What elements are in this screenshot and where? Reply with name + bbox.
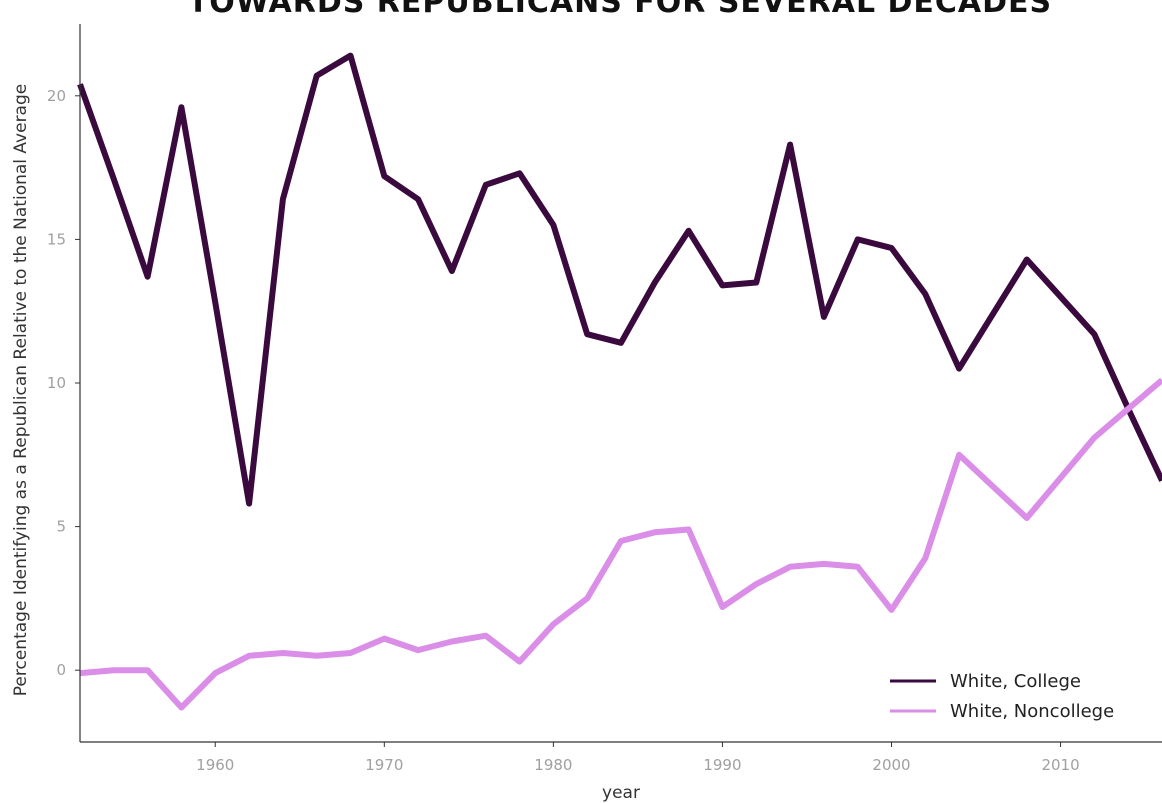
- x-tick-label: 1970: [365, 756, 403, 774]
- x-tick-label: 1990: [703, 756, 741, 774]
- x-axis-ticks: 1960 1970 1980 1990 2000 2010: [196, 742, 1080, 774]
- series-line-1: [79, 377, 1162, 711]
- x-tick-label: 2000: [872, 756, 910, 774]
- chart-title: TOWARDS REPUBLICANS FOR SEVERAL DECADES: [188, 0, 1052, 20]
- y-tick-label: 15: [47, 230, 66, 248]
- y-tick-label: 0: [56, 661, 66, 679]
- plot-area: [77, 52, 1162, 711]
- y-tick-label: 10: [47, 374, 66, 392]
- y-tick-label: 20: [47, 87, 66, 105]
- x-tick-label: 1960: [196, 756, 234, 774]
- x-axis-label: year: [602, 783, 640, 803]
- x-tick-label: 2010: [1041, 756, 1079, 774]
- y-axis-ticks: 0 5 10 15 20: [47, 87, 80, 679]
- legend-label-0: White, College: [950, 671, 1081, 692]
- y-axis-label: Percentage Identifying as a Republican R…: [11, 84, 31, 696]
- x-tick-label: 1980: [534, 756, 572, 774]
- y-tick-label: 5: [56, 518, 66, 536]
- series-line-0: [77, 52, 1162, 507]
- legend-label-1: White, Noncollege: [950, 701, 1114, 722]
- legend: White, College White, Noncollege: [890, 671, 1114, 722]
